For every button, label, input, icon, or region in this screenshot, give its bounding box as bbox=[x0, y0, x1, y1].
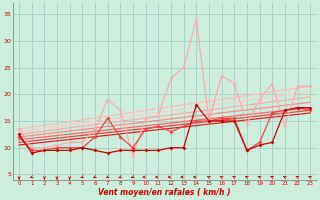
X-axis label: Vent moyen/en rafales ( km/h ): Vent moyen/en rafales ( km/h ) bbox=[98, 188, 231, 197]
